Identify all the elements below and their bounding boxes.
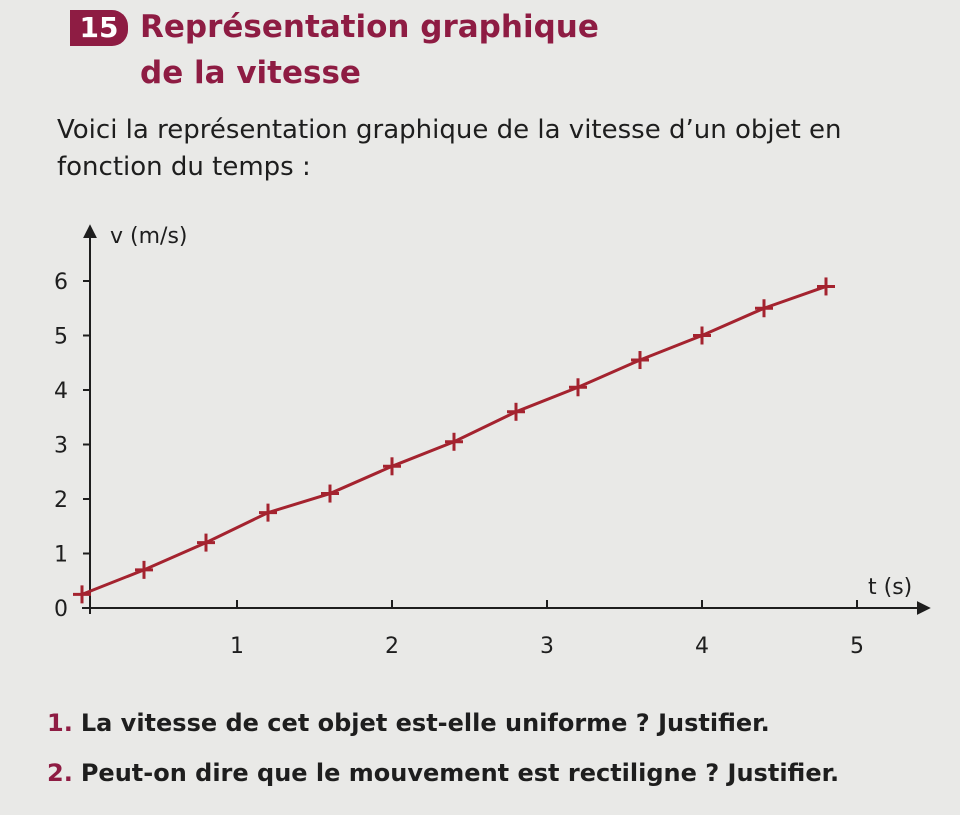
x-tick-label-1: 1 — [230, 634, 244, 659]
data-point-5 — [383, 457, 401, 476]
y-tick-label-5: 5 — [54, 325, 68, 350]
data-point-6 — [445, 432, 463, 451]
x-tick-label-3: 3 — [540, 634, 554, 659]
x-tick-label-4: 4 — [695, 634, 709, 659]
data-point-2 — [197, 533, 215, 552]
exercise-title-line2: de la vitesse — [140, 55, 361, 91]
question-1-text: La vitesse de cet objet est-elle uniform… — [80, 709, 770, 737]
data-point-11 — [755, 299, 773, 318]
data-point-7 — [507, 402, 525, 421]
y-axis-label: v (m/s) — [110, 224, 187, 249]
y-tick-label-2: 2 — [54, 488, 68, 513]
y-tick-label-4: 4 — [54, 379, 68, 404]
exercise-number-badge: 15 — [70, 10, 128, 46]
data-point-12 — [817, 277, 835, 296]
y-tick-label-1: 1 — [54, 543, 68, 568]
y-tick-label-3: 3 — [54, 434, 68, 459]
data-markers — [73, 277, 835, 604]
question-2-text: Peut-on dire que le mouvement est rectil… — [80, 759, 840, 787]
question-2: 2. Peut-on dire que le mouvement est rect… — [47, 748, 957, 798]
data-point-0 — [73, 585, 91, 604]
y-tick-label-0: 0 — [54, 597, 68, 622]
y-ticks: 0 1 2 3 4 5 6 — [54, 270, 90, 622]
question-1-number: 1. — [47, 709, 73, 737]
question-1: 1. La vitesse de cet objet est-elle unifo… — [47, 698, 957, 748]
data-point-9 — [631, 351, 649, 370]
exercise-intro: Voici la représentation graphique de la … — [57, 115, 842, 182]
x-ticks: 1 2 3 4 5 — [230, 600, 864, 659]
exercise-title: Représentation graphique de la vitesse — [140, 4, 599, 96]
questions-list: 1. La vitesse de cet objet est-elle unifo… — [47, 698, 957, 798]
question-2-number: 2. — [47, 759, 73, 787]
x-axis-label: t (s) — [868, 575, 912, 600]
data-point-4 — [321, 484, 339, 503]
data-point-3 — [259, 503, 277, 522]
x-tick-label-5: 5 — [850, 634, 864, 659]
data-point-1 — [135, 560, 153, 579]
data-point-10 — [693, 326, 711, 345]
x-tick-label-2: 2 — [385, 634, 399, 659]
exercise-number: 15 — [79, 11, 119, 44]
y-tick-label-6: 6 — [54, 270, 68, 295]
velocity-time-chart: 1 2 3 4 5 0 1 2 3 4 5 6 v (m/s) t (s) — [54, 224, 931, 659]
data-point-8 — [569, 378, 587, 397]
exercise-title-line1: Représentation graphique — [140, 9, 599, 45]
